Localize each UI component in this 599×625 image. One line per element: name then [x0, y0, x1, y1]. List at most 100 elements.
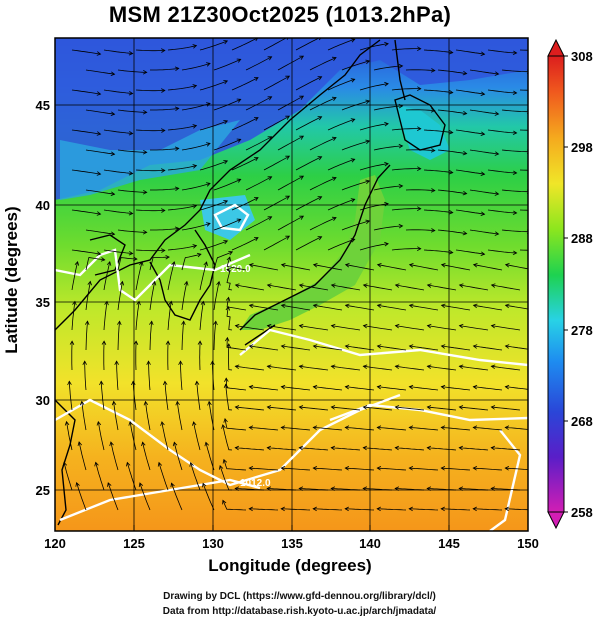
- streamline-183: [167, 261, 175, 291]
- streamline-151: [103, 249, 133, 254]
- streamline-arrow-144: [398, 223, 404, 229]
- streamline-arrow-160: [417, 246, 422, 251]
- streamline-229: [213, 321, 217, 351]
- streamline-102: [455, 169, 485, 175]
- streamline-344: [491, 488, 521, 491]
- streamline-arrow-320: [222, 458, 228, 464]
- streamline-arrow-199: [216, 280, 221, 286]
- streamline-arrow-354: [344, 506, 349, 512]
- streamline-arrow-201: [248, 303, 254, 309]
- x-axis-ticks: 120 125 130 135 140 145 150: [44, 525, 539, 551]
- streamline-218: [299, 325, 329, 331]
- streamline-arrow-26: [462, 70, 468, 76]
- streamline-140: [245, 216, 272, 231]
- streamline-arrow-306: [234, 445, 240, 451]
- streamline-arrow-46: [142, 110, 148, 115]
- streamline-arrow-3: [192, 44, 198, 49]
- streamline-129: [359, 203, 389, 211]
- streamline-58: [501, 109, 528, 113]
- streamline-arrow-80: [267, 136, 273, 141]
- streamline-32: [135, 89, 165, 92]
- streamline-328: [473, 467, 503, 471]
- streamline-281: [395, 406, 425, 411]
- streamline-arrow-335: [218, 465, 224, 470]
- streamline-arrow-23: [365, 59, 371, 65]
- streamline-30: [71, 89, 101, 95]
- streamline-arrow-270: [67, 380, 72, 386]
- streamline-354: [345, 508, 375, 511]
- streamline-294: [345, 427, 375, 431]
- streamline-158: [327, 238, 355, 251]
- streamline-351: [249, 508, 279, 511]
- streamline-84: [373, 145, 403, 151]
- streamline-68: [327, 118, 355, 131]
- streamline-162: [455, 249, 485, 255]
- streamline-19: [213, 58, 241, 71]
- streamline-220: [363, 325, 393, 331]
- streamline-arrow-317: [141, 441, 146, 447]
- streamline-130: [391, 208, 421, 211]
- streamline-arrow-114: [398, 183, 404, 189]
- streamline-228: [181, 321, 185, 351]
- streamline-arrow-126: [285, 195, 291, 200]
- streamline-arrow-250: [362, 364, 368, 370]
- streamline-36: [263, 75, 290, 91]
- wind-streamlines: [62, 38, 528, 512]
- streamline-50: [245, 96, 272, 111]
- streamline-arrow-13: [512, 50, 518, 56]
- streamline-112: [309, 177, 337, 191]
- streamline-arrow-240: [69, 340, 75, 345]
- streamline-98: [327, 158, 355, 171]
- streamline-253: [459, 365, 489, 371]
- streamline-55: [405, 109, 435, 111]
- streamline-arrow-342: [426, 486, 432, 491]
- streamline-arrow-305: [221, 424, 226, 429]
- streamline-arrow-17: [174, 66, 180, 72]
- streamline-arrow-162: [480, 251, 486, 256]
- streamline-arrow-66: [285, 115, 291, 120]
- streamline-295: [377, 427, 407, 431]
- streamline-16: [117, 69, 147, 73]
- streamline-255: [84, 361, 87, 391]
- streamline-arrow-183: [171, 261, 176, 266]
- streamline-298: [473, 427, 503, 431]
- streamline-10: [391, 48, 421, 51]
- streamline-arrow-38: [350, 78, 356, 83]
- streamline-arrow-248: [298, 364, 304, 370]
- streamline-arrow-223: [458, 323, 464, 329]
- streamline-arrow-331: [94, 461, 99, 467]
- streamline-212: [135, 301, 140, 331]
- streamline-348: [171, 483, 183, 511]
- streamline-56: [437, 109, 467, 114]
- streamline-4: [199, 40, 228, 51]
- streamline-333: [158, 462, 169, 491]
- streamline-164: [519, 249, 528, 251]
- streamline-arrow-112: [331, 176, 337, 182]
- streamline-arrow-158: [350, 238, 356, 243]
- streamline-arrow-229: [213, 320, 218, 326]
- credit-drawing: Drawing by DCL (https://www.gfd-dennou.o…: [163, 591, 436, 602]
- streamline-arrow-137: [174, 226, 180, 232]
- streamline-336: [235, 488, 265, 491]
- streamline-arrow-192: [426, 283, 432, 288]
- streamline-arrow-155: [253, 237, 259, 242]
- streamline-208: [473, 304, 503, 311]
- streamline-arrow-101: [448, 169, 454, 175]
- streamline-148: [501, 229, 528, 233]
- streamline-326: [409, 467, 439, 471]
- streamline-39: [359, 83, 389, 91]
- streamline-260: [225, 378, 247, 391]
- streamline-arrow-124: [223, 200, 229, 205]
- streamline-128: [327, 198, 355, 211]
- streamline-arrow-16: [142, 70, 148, 75]
- streamline-226: [117, 321, 120, 351]
- streamline-arrow-347: [138, 482, 144, 488]
- streamline-66: [263, 115, 290, 131]
- colorbar-tick-258: 258: [571, 505, 593, 520]
- streamline-173: [313, 264, 343, 271]
- streamline-99: [359, 163, 389, 171]
- streamline-arrow-9: [384, 41, 389, 47]
- streamline-97: [295, 156, 322, 171]
- streamline-101: [423, 169, 453, 173]
- streamline-arrow-247: [266, 364, 272, 370]
